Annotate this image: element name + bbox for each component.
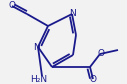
Text: H₂N: H₂N xyxy=(30,75,48,83)
Text: O: O xyxy=(90,76,97,84)
Text: O: O xyxy=(98,49,105,58)
Text: O: O xyxy=(9,2,15,10)
Text: N: N xyxy=(34,43,40,51)
Text: N: N xyxy=(70,9,76,18)
